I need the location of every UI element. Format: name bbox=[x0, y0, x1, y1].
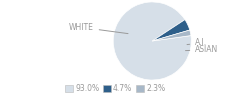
Wedge shape bbox=[113, 2, 191, 80]
Wedge shape bbox=[152, 20, 190, 41]
Text: A.I.: A.I. bbox=[187, 38, 207, 48]
Text: ASIAN: ASIAN bbox=[186, 45, 218, 54]
Legend: 93.0%, 4.7%, 2.3%: 93.0%, 4.7%, 2.3% bbox=[62, 81, 168, 96]
Text: WHITE: WHITE bbox=[69, 23, 128, 34]
Wedge shape bbox=[152, 30, 191, 41]
